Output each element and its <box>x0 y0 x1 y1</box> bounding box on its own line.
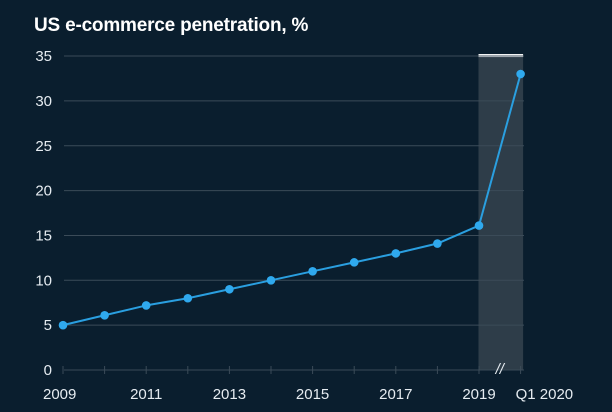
chart-title: US e-commerce penetration, % <box>34 15 309 36</box>
data-point <box>183 293 193 303</box>
y-tick-label: 5 <box>44 317 52 334</box>
y-tick-label: 35 <box>35 48 52 65</box>
gridlines <box>64 55 524 371</box>
data-point <box>516 69 525 79</box>
y-axis-ticks: 0 5 10 15 20 25 30 35 <box>35 48 52 379</box>
data-point <box>433 239 442 248</box>
x-tick-label: 2015 <box>296 386 329 403</box>
x-axis-ticks: // 2009 2011 2013 2015 2017 2019 Q1 2020 <box>43 361 573 403</box>
x-tick-label: 2009 <box>43 386 76 403</box>
data-point <box>225 284 234 294</box>
data-points <box>58 69 525 330</box>
data-point <box>266 276 276 285</box>
data-point <box>141 301 151 310</box>
x-tick-label: 2017 <box>379 386 412 403</box>
y-tick-label: 20 <box>35 183 52 200</box>
highlight-band <box>478 56 524 371</box>
x-tick-label: 2019 <box>462 386 495 403</box>
y-tick-label: 15 <box>35 227 52 244</box>
data-point <box>349 258 359 267</box>
y-tick-label: 10 <box>35 272 52 289</box>
series-line-layer <box>62 72 522 327</box>
x-tick-label: 2011 <box>130 386 162 403</box>
data-point <box>391 249 401 258</box>
data-point <box>308 267 317 276</box>
y-tick-label: 30 <box>35 93 52 110</box>
axis-break-mark: // <box>495 361 506 378</box>
series-line <box>62 72 522 327</box>
data-point <box>100 310 109 320</box>
highlight-layer <box>478 54 524 371</box>
y-tick-label: 25 <box>35 138 52 155</box>
x-tick-label: 2013 <box>213 386 246 403</box>
y-tick-label: 0 <box>44 362 52 379</box>
data-point <box>474 221 484 230</box>
x-tick-label: Q1 2020 <box>516 386 574 403</box>
data-point <box>58 320 68 330</box>
